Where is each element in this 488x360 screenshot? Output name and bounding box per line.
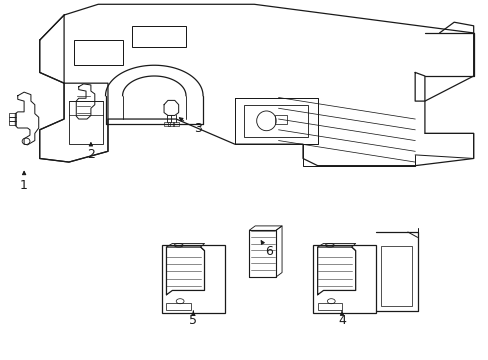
Bar (69, 101, 103, 144)
Bar (172, 122, 178, 126)
Bar (132, 26, 185, 47)
Bar (312, 244, 375, 313)
Bar (317, 303, 341, 310)
Text: 3: 3 (194, 122, 202, 135)
Text: 5: 5 (189, 314, 197, 328)
Bar (244, 105, 307, 137)
Bar (380, 246, 411, 306)
Text: 2: 2 (87, 148, 95, 161)
Bar (161, 244, 224, 313)
Bar (166, 303, 190, 310)
Text: 4: 4 (337, 314, 345, 328)
Bar (168, 122, 174, 126)
Bar (74, 40, 122, 65)
Bar (9, 113, 16, 117)
Bar (163, 122, 169, 126)
Text: 1: 1 (20, 179, 28, 192)
Text: 6: 6 (264, 245, 272, 258)
Bar (9, 117, 16, 121)
Bar (9, 121, 16, 126)
Bar (274, 116, 286, 125)
